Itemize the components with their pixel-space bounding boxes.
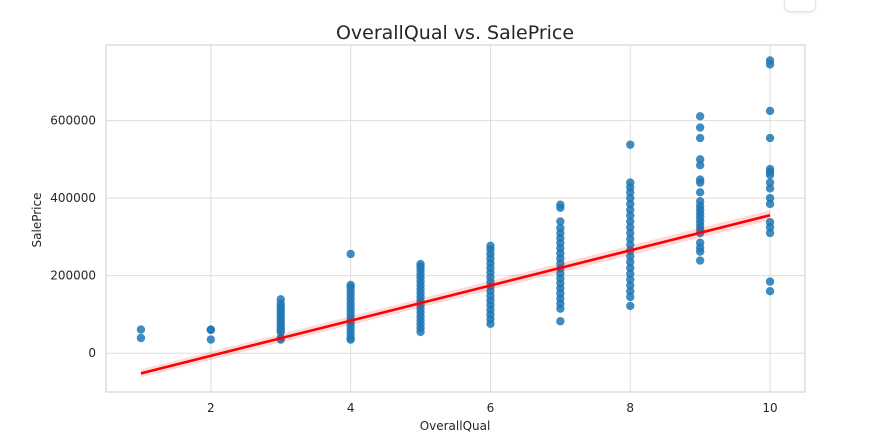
- scatter-point: [276, 295, 285, 304]
- scatter-point: [765, 277, 775, 286]
- scatter-point: [626, 263, 635, 273]
- scatter-point: [626, 228, 635, 238]
- scatter-point: [695, 160, 705, 170]
- scatter-point: [695, 175, 705, 184]
- scatter-point: [206, 325, 216, 334]
- grid: [106, 45, 805, 392]
- scatter-point: [695, 188, 705, 197]
- scatter-point: [765, 106, 775, 116]
- scatter-point: [556, 200, 565, 209]
- scatter-point: [486, 241, 495, 251]
- scatter-point: [765, 184, 775, 193]
- scatter-point: [626, 275, 635, 284]
- scatter-point: [136, 333, 146, 343]
- scatter-point: [765, 199, 775, 209]
- y-tick-label: 200000: [50, 269, 96, 283]
- x-tick-label: 4: [347, 401, 355, 415]
- scatter-point: [626, 269, 635, 278]
- scatter-point: [765, 193, 775, 203]
- scatter-point: [626, 205, 635, 214]
- plot-area: [105, 44, 806, 393]
- corner-widget: [784, 0, 816, 12]
- scatter-point: [765, 164, 775, 174]
- x-tick-label: 10: [762, 401, 777, 415]
- y-tick-label: 600000: [50, 114, 96, 128]
- scatter-point: [695, 238, 705, 247]
- x-tick-label: 8: [626, 401, 634, 415]
- y-tick-label: 0: [88, 346, 96, 360]
- scatter-point: [626, 140, 635, 149]
- scatter-point: [765, 133, 775, 143]
- y-tick-label: 400000: [50, 191, 96, 205]
- scatter-point: [695, 123, 705, 132]
- scatter-point: [626, 217, 635, 226]
- scatter-point: [626, 292, 635, 302]
- scatter-point: [556, 217, 565, 226]
- scatter-point: [626, 193, 635, 203]
- scatter-point: [765, 286, 775, 296]
- scatter-point: [695, 133, 705, 143]
- scatter-point: [626, 252, 635, 261]
- chart-title: OverallQual vs. SalePrice: [336, 22, 574, 44]
- scatter-point: [136, 325, 146, 334]
- scatter-point: [626, 281, 635, 290]
- scatter-point: [626, 211, 635, 220]
- scatter-point: [695, 112, 705, 121]
- x-tick-label: 6: [487, 401, 495, 415]
- scatter-point: [206, 335, 216, 344]
- regression-layer: [140, 210, 771, 378]
- x-tick-label: 2: [207, 401, 215, 415]
- scatter-point: [626, 240, 635, 249]
- scatter-point: [765, 178, 775, 187]
- scatter-point: [556, 223, 565, 233]
- scatter-point: [346, 249, 355, 259]
- scatter-point: [346, 280, 355, 290]
- x-axis-label: OverallQual: [420, 419, 491, 433]
- regression-line: [140, 213, 771, 375]
- scatter-point: [626, 301, 635, 311]
- scatter-point: [765, 56, 775, 65]
- scatter-point: [765, 228, 775, 238]
- scatter-point: [626, 223, 635, 232]
- scatter-point: [695, 197, 705, 206]
- scatter-point: [626, 286, 635, 296]
- scatter-points: [136, 56, 775, 344]
- scatter-point: [626, 199, 635, 209]
- scatter-point: [765, 217, 775, 227]
- scatter-point: [695, 155, 705, 164]
- scatter-point: [626, 257, 635, 267]
- scatter-point: [626, 234, 635, 244]
- y-axis-label: SalePrice: [30, 193, 44, 248]
- scatter-point: [695, 256, 705, 265]
- scatter-point: [416, 259, 425, 269]
- scatter-point: [556, 317, 565, 326]
- tick-labels: 2 4 6 8 10 0 200000 400000 600000: [50, 114, 778, 415]
- scatter-point: [626, 178, 635, 187]
